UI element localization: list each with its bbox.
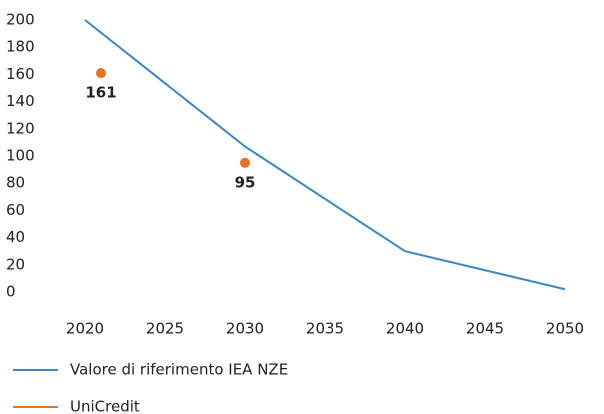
data-label: 161: [85, 84, 116, 102]
y-tick-label: 60: [6, 201, 25, 219]
y-tick-label: 80: [6, 174, 25, 192]
legend-label: UniCredit: [70, 398, 140, 414]
x-tick-label: 2045: [466, 320, 504, 338]
y-tick-label: 200: [6, 11, 35, 29]
y-tick-label: 40: [6, 228, 25, 246]
line: [84, 19, 566, 291]
legend-label: Valore di riferimento IEA NZE: [70, 361, 288, 379]
y-tick-label: 120: [6, 119, 35, 137]
y-tick-label: 100: [6, 147, 35, 165]
y-tick-label: 160: [6, 65, 35, 83]
x-tick-label: 2025: [146, 320, 184, 338]
point: [96, 68, 106, 79]
y-tick-label: 180: [6, 38, 35, 56]
x-tick-label: 2020: [66, 320, 104, 338]
x-tick-label: 2035: [306, 320, 344, 338]
x-tick-label: 2040: [386, 320, 424, 338]
y-tick-label: 20: [6, 255, 25, 273]
y-tick-label: 140: [6, 92, 35, 110]
x-tick-label: 2030: [226, 320, 264, 338]
x-tick-label: 2050: [546, 320, 584, 338]
y-tick-label: 0: [6, 283, 16, 301]
point: [240, 157, 250, 168]
data-label: 95: [235, 173, 256, 191]
